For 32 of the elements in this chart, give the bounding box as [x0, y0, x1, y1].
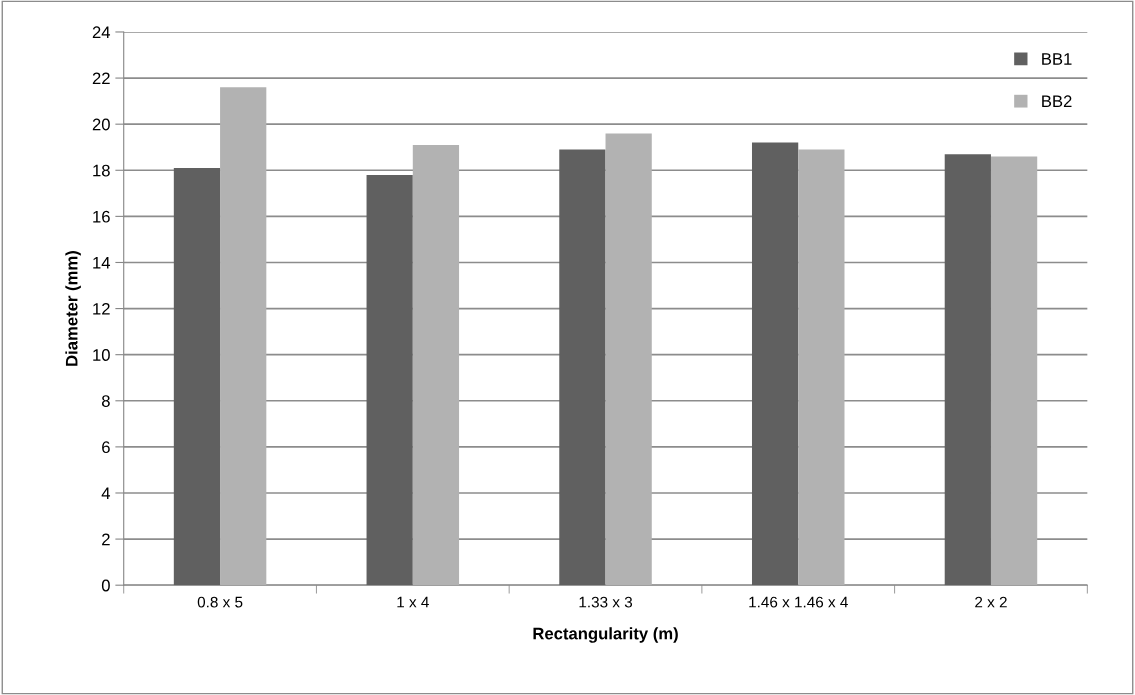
bar: [412, 144, 460, 586]
x-tick-label: 0.8 x 5: [197, 596, 243, 608]
y-tick-label: 14: [93, 257, 111, 269]
y-tick-label: 22: [92, 72, 110, 85]
y-tick-label: 10: [93, 349, 110, 361]
x-tick-label: 1.46 x 1.46 x 4: [749, 596, 848, 608]
x-tick-label: 1 x 4: [397, 596, 429, 608]
y-tick-label: 0: [101, 579, 110, 592]
x-tick-label: 2 x 2: [975, 596, 1007, 608]
y-axis-title: Diameter (mm): [65, 251, 81, 366]
bar: [559, 149, 606, 586]
y-tick-label: 8: [101, 395, 110, 407]
bar: [751, 142, 799, 586]
y-tick-label: 6: [102, 441, 110, 454]
bar: [173, 167, 221, 586]
y-tick-label: 4: [101, 487, 111, 500]
legend-label: BB2: [1042, 95, 1072, 107]
bar: [990, 156, 1038, 586]
y-tick-label: 12: [93, 302, 110, 315]
x-axis-title: Rectangularity (m): [533, 627, 678, 643]
y-tick-label: 16: [93, 210, 110, 223]
legend-label: BB1: [1042, 53, 1072, 65]
bar: [798, 149, 845, 586]
bar: [366, 174, 413, 586]
y-tick-label: 2: [102, 533, 110, 546]
y-tick-label: 18: [93, 164, 110, 177]
x-tick-label: 1.33 x 3: [579, 596, 633, 608]
y-tick-label: 20: [92, 118, 110, 131]
bar: [605, 133, 652, 586]
bar: [220, 87, 267, 586]
bar: [944, 154, 991, 586]
y-tick-label: 24: [92, 26, 111, 39]
